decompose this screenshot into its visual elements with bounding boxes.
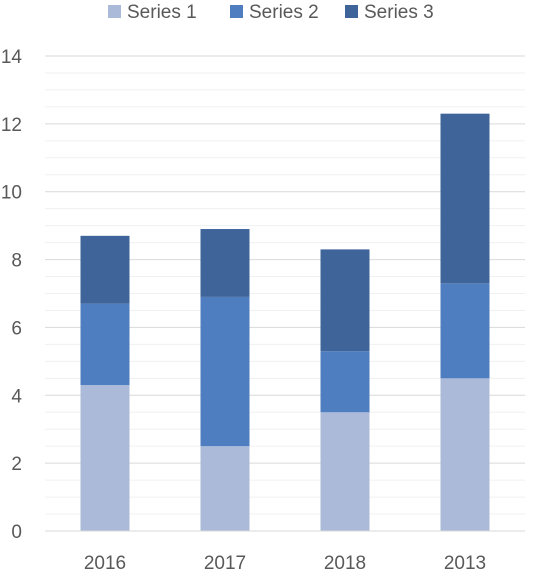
bar-segment-1-2017 — [200, 446, 250, 531]
legend-label-series-2: Series 2 — [249, 2, 319, 23]
x-tick-label: 2013 — [444, 553, 486, 572]
y-tick-label: 2 — [11, 454, 22, 475]
bar-segment-3-2016 — [80, 235, 130, 304]
bar-segment-1-2013 — [440, 378, 490, 531]
x-tick-label: 2016 — [84, 553, 126, 572]
x-tick-label: 2018 — [324, 553, 366, 572]
bar-segment-2-2013 — [440, 283, 490, 379]
bar-segment-2-2016 — [80, 303, 130, 386]
legend-swatch-series-2 — [230, 5, 243, 18]
y-tick-label: 10 — [1, 183, 22, 204]
x-tick-label: 2017 — [204, 553, 246, 572]
bar-segment-3-2017 — [200, 229, 250, 297]
legend-label-series-1: Series 1 — [127, 2, 197, 23]
y-tick-label: 4 — [11, 386, 22, 407]
bar-segment-1-2016 — [80, 385, 130, 531]
legend-swatch-series-3 — [345, 5, 358, 18]
bar-segment-3-2018 — [320, 249, 370, 352]
bar-segment-3-2013 — [440, 113, 490, 284]
y-tick-label: 6 — [11, 318, 22, 339]
y-axis: 0 2 4 6 8 10 12 14 — [1, 47, 23, 543]
y-tick-label: 8 — [11, 251, 22, 272]
y-tick-label: 12 — [1, 115, 22, 136]
y-tick-label: 14 — [1, 47, 23, 68]
bars — [80, 113, 490, 531]
legend-swatch-series-1 — [108, 5, 121, 18]
y-tick-label: 0 — [11, 522, 22, 543]
x-axis: 2016 2017 2018 2013 — [45, 530, 525, 572]
bar-segment-2-2018 — [320, 351, 370, 413]
legend-label-series-3: Series 3 — [364, 2, 434, 23]
bar-segment-1-2018 — [320, 412, 370, 531]
bar-segment-2-2017 — [200, 296, 250, 447]
legend: Series 1 Series 2 Series 3 — [108, 2, 434, 23]
